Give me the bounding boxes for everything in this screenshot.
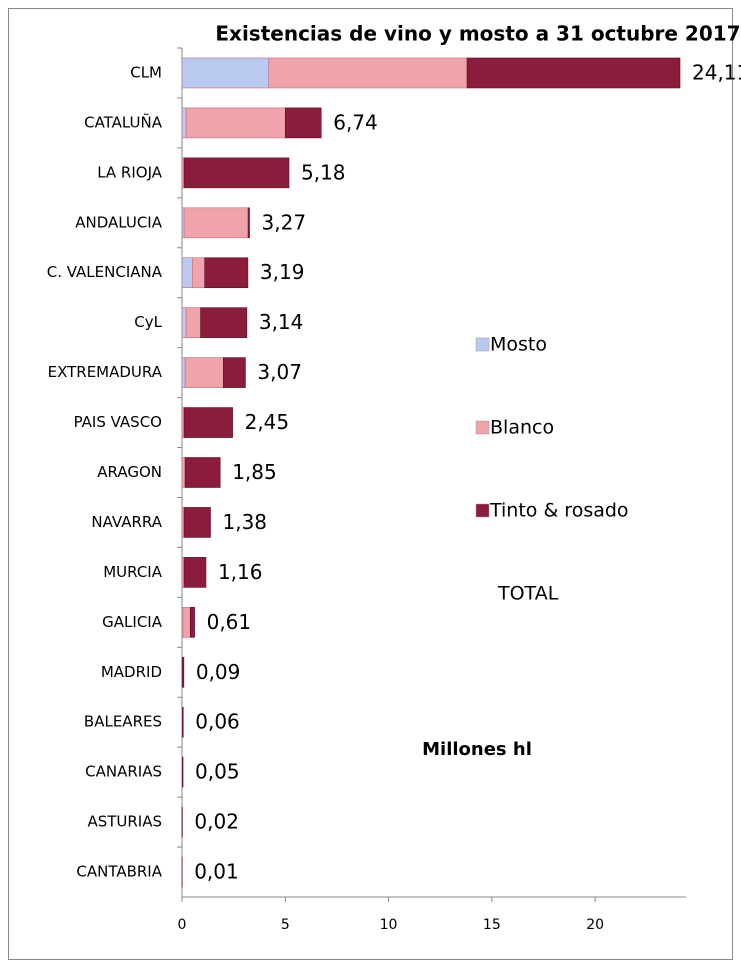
category-label: EXTREMADURA [48,363,163,381]
bar-segment [181,257,193,289]
legend-swatch [475,337,490,352]
category-label: ARAGON [97,463,162,481]
bar-segment [181,557,185,588]
x-tick-label: 10 [380,917,398,933]
bar-segment [182,607,191,638]
bar-segment [184,457,221,488]
bar-segment [183,207,249,239]
bar-segment [204,257,249,289]
x-tick-label: 20 [586,917,604,933]
bar-segment [181,157,185,189]
total-label: 0,05 [195,760,240,784]
total-label: 2,45 [245,410,290,434]
category-label: LA RIOJA [97,163,163,181]
x-tick-label: 5 [281,917,290,933]
bar-segment [192,257,206,289]
total-label: 0,61 [207,610,252,634]
total-label: 1,16 [218,560,263,584]
total-label: 0,06 [195,710,240,734]
bar-segment [268,57,468,89]
x-tick-label: 0 [178,917,187,933]
bar-segment [183,407,233,438]
total-label: 24,11 [692,60,741,84]
total-label: 6,74 [333,110,378,134]
bar-segment [284,107,322,139]
category-label: MADRID [101,663,162,681]
category-label: ANDALUCIA [75,213,163,231]
bar-segment [183,507,211,538]
bar-segment [466,57,681,89]
bar-segment [184,357,224,388]
total-label: 3,27 [262,210,307,234]
category-label: GALICIA [102,613,163,631]
legend-label: Blanco [490,417,554,439]
bar-segment [182,756,184,788]
bar-segment [181,407,185,438]
category-label: CATALUÑA [84,112,163,131]
legend-label: TOTAL [497,583,559,605]
chart-title: Existencias de vino y mosto a 31 octubre… [215,22,740,46]
bar-segment [185,307,201,338]
category-label: PAIS VASCO [74,413,162,431]
category-label: ASTURIAS [87,813,162,831]
annotation: Millones hl [422,739,532,760]
bar-segment [183,157,290,189]
bar-segment [181,57,270,89]
bar-segment [189,607,195,638]
bar-segment [182,706,184,738]
bar-segment [247,207,250,239]
total-label: 3,19 [260,260,305,284]
total-label: 0,02 [194,810,239,834]
bar-segment [181,357,186,388]
category-label: BALEARES [84,713,162,731]
legend-label: Tinto & rosado [489,500,629,522]
bar-segment [181,656,185,688]
category-label: C. VALENCIANA [47,263,163,281]
chart-border [8,8,733,960]
total-label: 0,09 [196,660,241,684]
legend-swatch [475,503,490,518]
category-label: CLM [130,63,162,81]
legend-label: Mosto [490,334,547,356]
legend-swatch [475,420,490,435]
total-label: 5,18 [301,160,346,184]
bar-segment [181,507,185,538]
bar-segment [181,457,186,488]
category-label: CANTABRIA [76,863,162,881]
category-label: CANARIAS [85,763,162,781]
total-label: 1,38 [223,510,268,534]
total-label: 3,14 [259,310,304,334]
bar-segment [181,207,185,239]
category-label: NAVARRA [91,513,162,531]
bar-segment [200,307,248,338]
category-label: CyL [134,313,162,331]
category-label: MURCIA [103,563,162,581]
bar-segment [181,107,187,139]
x-tick-label: 15 [483,917,501,933]
bar-segment [183,557,207,588]
bar-segment [181,307,187,338]
bar-segment [185,107,286,139]
total-label: 3,07 [257,360,302,384]
total-label: 1,85 [232,460,277,484]
bar-segment [223,357,246,388]
total-label: 0,01 [194,860,239,884]
